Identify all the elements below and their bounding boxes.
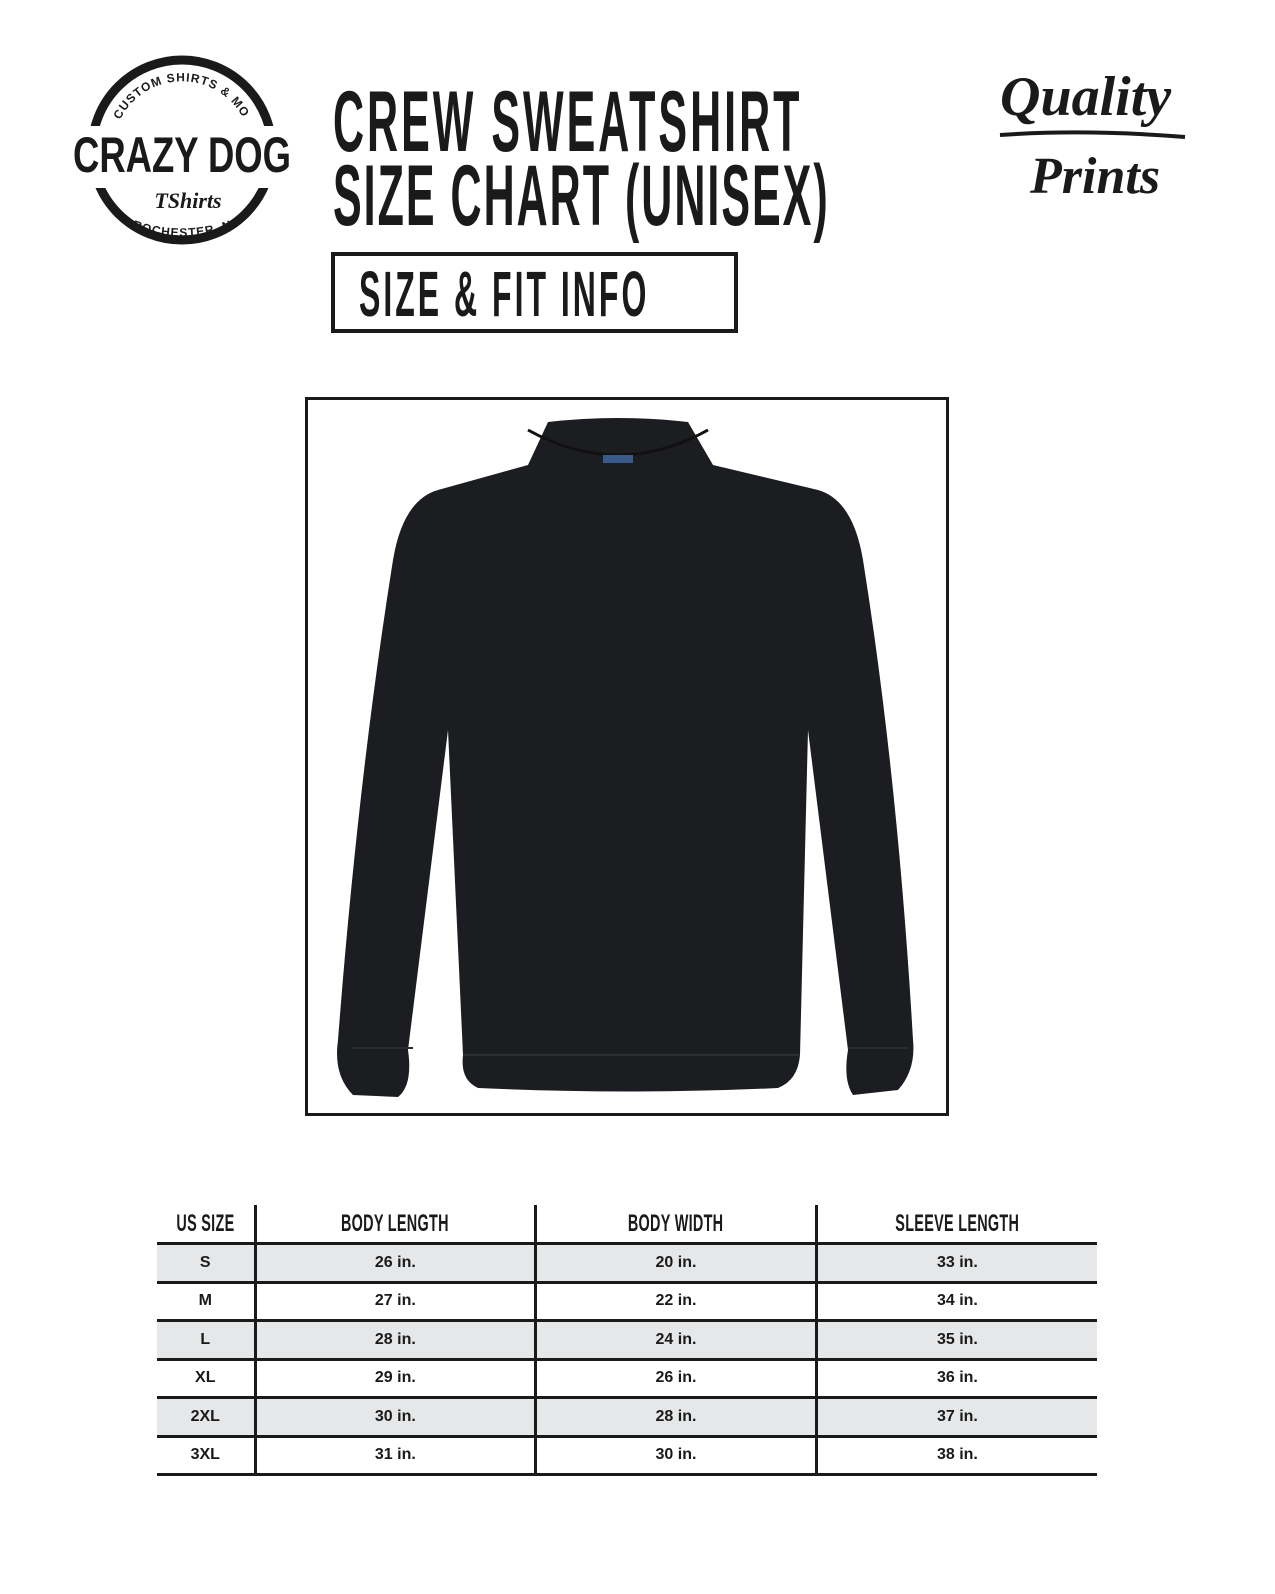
measurement-cell: 24 in. [534, 1320, 817, 1361]
column-header: BODY WIDTH [534, 1205, 817, 1245]
size-cell: 3XL [157, 1436, 255, 1476]
size-table: US SIZE BODY LENGTH BODY WIDTH SLEEVE LE… [157, 1205, 1097, 1476]
measurement-cell: 36 in. [814, 1359, 1097, 1399]
column-header: BODY LENGTH [253, 1205, 536, 1245]
page-title-line-1: CREW SWEATSHIRT [333, 74, 803, 170]
measurement-cell: 26 in. [534, 1359, 817, 1399]
measurement-cell: 37 in. [814, 1397, 1097, 1438]
quality-logo-line1: Quality [1000, 66, 1172, 128]
measurement-cell: 28 in. [253, 1320, 536, 1361]
logo-sub: TShirts [154, 188, 221, 213]
table-row: M 27 in. 22 in. 34 in. [157, 1282, 1097, 1322]
quality-prints-logo: Quality Prints [999, 66, 1186, 205]
table-row: XL 29 in. 26 in. 36 in. [157, 1359, 1097, 1399]
size-cell: S [157, 1243, 255, 1284]
measurement-cell: 38 in. [814, 1436, 1097, 1476]
table-row: S 26 in. 20 in. 33 in. [157, 1243, 1097, 1284]
measurement-cell: 30 in. [534, 1436, 817, 1476]
column-header: SLEEVE LENGTH [814, 1205, 1097, 1245]
measurement-cell: 27 in. [253, 1282, 536, 1322]
table-header-row: US SIZE BODY LENGTH BODY WIDTH SLEEVE LE… [157, 1205, 1097, 1245]
table-row: L 28 in. 24 in. 35 in. [157, 1320, 1097, 1361]
measurement-cell: 20 in. [534, 1243, 817, 1284]
table-row: 2XL 30 in. 28 in. 37 in. [157, 1397, 1097, 1438]
logo-name: CRAZY DOG [73, 127, 291, 183]
column-header: US SIZE [157, 1205, 255, 1245]
size-cell: 2XL [157, 1397, 255, 1438]
table-row: 3XL 31 in. 30 in. 38 in. [157, 1436, 1097, 1476]
measurement-cell: 26 in. [253, 1243, 536, 1284]
measurement-cell: 35 in. [814, 1320, 1097, 1361]
size-cell: XL [157, 1359, 255, 1399]
page-title-line-2: SIZE CHART (UNISEX) [333, 148, 830, 244]
subtitle: SIZE & FIT INFO [359, 258, 650, 330]
measurement-cell: 28 in. [534, 1397, 817, 1438]
product-image-frame [305, 397, 949, 1116]
quality-logo-line2: Prints [1029, 148, 1160, 205]
sweatshirt-image [337, 418, 914, 1097]
measurement-cell: 33 in. [814, 1243, 1097, 1284]
size-cell: M [157, 1282, 255, 1322]
measurement-cell: 29 in. [253, 1359, 536, 1399]
subtitle-box [331, 252, 738, 333]
measurement-cell: 22 in. [534, 1282, 817, 1322]
crazy-dog-logo: CUSTOM SHIRTS & MORE ROCHESTER, NY CRAZY… [70, 50, 300, 245]
measurement-cell: 30 in. [253, 1397, 536, 1438]
measurement-cell: 31 in. [253, 1436, 536, 1476]
size-cell: L [157, 1320, 255, 1361]
measurement-cell: 34 in. [814, 1282, 1097, 1322]
